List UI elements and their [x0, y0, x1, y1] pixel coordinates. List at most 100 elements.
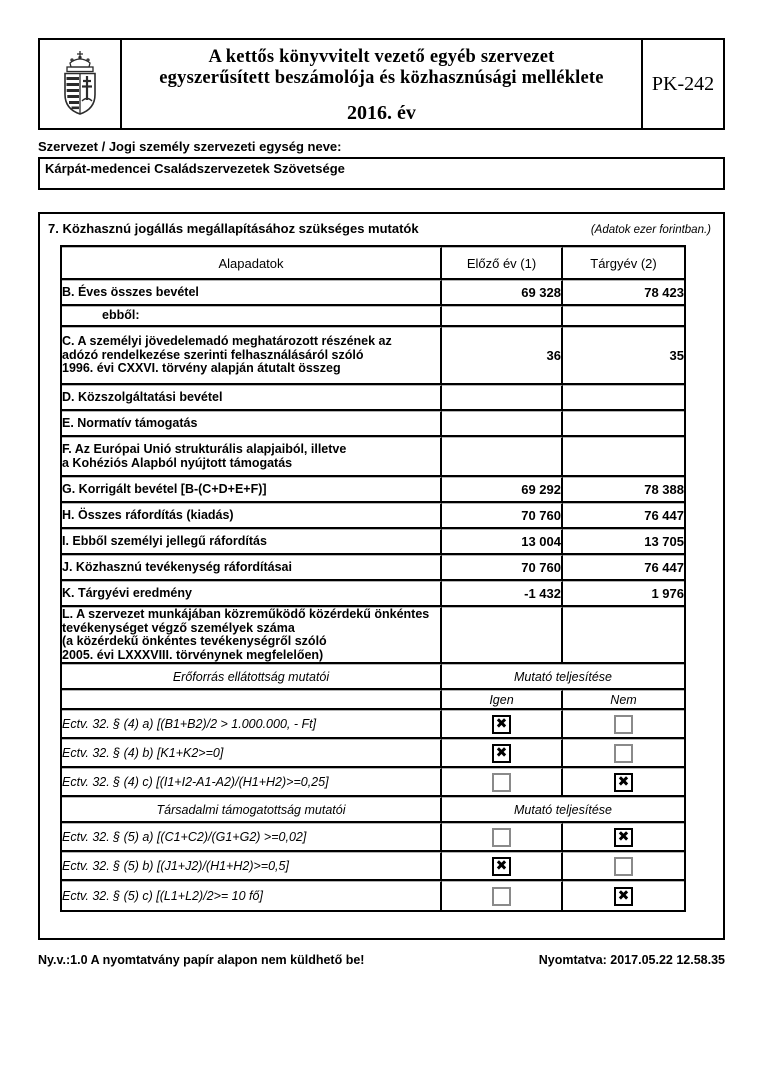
yes-checkbox-cell: [442, 768, 563, 797]
row-label-cell: H. Összes ráfordítás (kiadás): [62, 503, 442, 529]
no-checkbox-cell: [563, 739, 684, 768]
section-7-title: 7. Közhasznú jogállás megállapításához s…: [48, 221, 419, 236]
section-7-unit-note: (Adatok ezer forintban.): [590, 224, 711, 236]
no-header-cell: Nem: [563, 690, 684, 710]
no-checkbox-cell: ✖: [563, 768, 684, 797]
section-7: 7. Közhasznú jogállás megállapításához s…: [38, 212, 725, 940]
prev-year-value-cell: 36: [442, 327, 563, 385]
indicator-row: Ectv. 32. § (5) c) [(L1+L2)/2>= 10 fő] ✖: [62, 881, 684, 910]
table-row: B. Éves összes bevétel 69 328 78 423: [62, 280, 684, 306]
prev-year-value-cell: [442, 411, 563, 437]
checkbox-checked-icon[interactable]: ✖: [614, 827, 633, 847]
hungary-coat-of-arms-icon: [64, 51, 96, 115]
checkbox-checked-icon[interactable]: ✖: [492, 856, 511, 876]
table-row: ebből:: [62, 306, 684, 327]
row-label-cell: D. Közszolgáltatási bevétel: [62, 385, 442, 411]
indicator-label-cell: Ectv. 32. § (5) c) [(L1+L2)/2>= 10 fő]: [62, 881, 442, 910]
table-row: F. Az Európai Unió strukturális alapjaib…: [62, 437, 684, 477]
indicator-label-cell: Ectv. 32. § (4) b) [K1+K2>=0]: [62, 739, 442, 768]
checkbox-unchecked-icon[interactable]: [492, 772, 511, 792]
indicators-table: Alapadatok Előző év (1) Tárgyév (2) B. É…: [60, 245, 686, 912]
row-label-cell: E. Normatív támogatás: [62, 411, 442, 437]
no-checkbox-cell: [563, 852, 684, 881]
indicator-row: Ectv. 32. § (5) a) [(C1+C2)/(G1+G2) >=0,…: [62, 823, 684, 852]
prev-year-value-cell: [442, 437, 563, 477]
current-year-value-cell: [563, 607, 684, 664]
section-7-head: 7. Közhasznú jogállás megállapításához s…: [40, 214, 723, 236]
checkbox-checked-icon[interactable]: ✖: [614, 886, 633, 906]
table-row: D. Közszolgáltatási bevétel: [62, 385, 684, 411]
checkbox-unchecked-icon[interactable]: [614, 743, 633, 763]
checkbox-unchecked-icon[interactable]: [614, 714, 633, 734]
org-name-label: Szervezet / Jogi személy szervezeti egys…: [38, 139, 342, 154]
prev-year-value-cell: 69 292: [442, 477, 563, 503]
row-label-cell: ebből:: [62, 306, 442, 327]
no-checkbox-cell: ✖: [563, 881, 684, 910]
row-label-cell: B. Éves összes bevétel: [62, 280, 442, 306]
column-header-current-year: Tárgyév (2): [563, 247, 684, 280]
checkbox-unchecked-icon[interactable]: [492, 886, 511, 906]
indicator-row: Ectv. 32. § (5) b) [(J1+J2)/(H1+H2)>=0,5…: [62, 852, 684, 881]
checkbox-unchecked-icon[interactable]: [492, 827, 511, 847]
prev-year-value-cell: 70 760: [442, 503, 563, 529]
indicator-label-cell: Ectv. 32. § (5) b) [(J1+J2)/(H1+H2)>=0,5…: [62, 852, 442, 881]
column-header-prev-year: Előző év (1): [442, 247, 563, 280]
indicator-row: Ectv. 32. § (4) b) [K1+K2>=0] ✖: [62, 739, 684, 768]
current-year-value-cell: [563, 411, 684, 437]
table-row: L. A szervezet munkájában közreműködő kö…: [62, 607, 684, 664]
yes-header-cell: Igen: [442, 690, 563, 710]
indicator-row: Ectv. 32. § (4) a) [(B1+B2)/2 > 1.000.00…: [62, 710, 684, 739]
table-row: I. Ebből személyi jellegű ráfordítás 13 0…: [62, 529, 684, 555]
form-year: 2016. év: [347, 102, 416, 124]
current-year-value-cell: [563, 437, 684, 477]
pk242-form-page: A kettős könyvvitelt vezető egyéb szerve…: [38, 38, 725, 967]
column-header-alapadatok: Alapadatok: [62, 247, 442, 280]
no-checkbox-cell: ✖: [563, 823, 684, 852]
prev-year-value-cell: [442, 607, 563, 664]
indicator-row: Ectv. 32. § (4) c) [(I1+I2-A1-A2)/(H1+H2…: [62, 768, 684, 797]
indicator-result-header-cell: Mutató teljesítése: [442, 797, 684, 823]
yes-checkbox-cell: [442, 823, 563, 852]
table-row: J. Közhasznú tevékenység ráfordításai 70 …: [62, 555, 684, 581]
prev-year-value-cell: -1 432: [442, 581, 563, 607]
checkbox-checked-icon[interactable]: ✖: [614, 772, 633, 792]
row-label-cell: I. Ebből személyi jellegű ráfordítás: [62, 529, 442, 555]
yes-checkbox-cell: ✖: [442, 710, 563, 739]
yes-checkbox-cell: ✖: [442, 739, 563, 768]
checkbox-checked-icon[interactable]: ✖: [492, 714, 511, 734]
table-row: C. A személyi jövedelemadó meghatározott…: [62, 327, 684, 385]
indicator-group-header-row: Társadalmi támogatottság mutatói Mutató t…: [62, 797, 684, 823]
prev-year-value-cell: 70 760: [442, 555, 563, 581]
table-row: E. Normatív támogatás: [62, 411, 684, 437]
current-year-value-cell: 35: [563, 327, 684, 385]
prev-year-value-cell: [442, 306, 563, 327]
current-year-value-cell: 76 447: [563, 503, 684, 529]
current-year-value-cell: 13 705: [563, 529, 684, 555]
no-checkbox-cell: [563, 710, 684, 739]
yes-no-header-row: Igen Nem: [62, 690, 684, 710]
org-name-value: Kárpát-medencei Családszervezetek Szövet…: [45, 161, 345, 176]
row-label-cell: J. Közhasznú tevékenység ráfordításai: [62, 555, 442, 581]
indicator-group-header-row: Erőforrás ellátottság mutatói Mutató telj…: [62, 664, 684, 690]
org-name-field[interactable]: Kárpát-medencei Családszervezetek Szövet…: [38, 157, 725, 190]
row-label-cell: K. Tárgyévi eredmény: [62, 581, 442, 607]
indicator-group-title-cell: Erőforrás ellátottság mutatói: [62, 664, 442, 690]
row-label-cell: F. Az Európai Unió strukturális alapjaib…: [62, 437, 442, 477]
footer-printed-timestamp: Nyomtatva: 2017.05.22 12.58.35: [538, 953, 725, 967]
empty-cell: [62, 690, 442, 710]
table-header-row: Alapadatok Előző év (1) Tárgyév (2): [62, 247, 684, 280]
table-row: G. Korrigált bevétel [B-(C+D+E+F)] 69 292…: [62, 477, 684, 503]
table-row: H. Összes ráfordítás (kiadás) 70 760 76 44…: [62, 503, 684, 529]
table-row: K. Tárgyévi eredmény -1 432 1 976: [62, 581, 684, 607]
page-footer: Ny.v.:1.0 A nyomtatvány papír alapon nem…: [38, 953, 725, 967]
current-year-value-cell: 1 976: [563, 581, 684, 607]
indicator-label-cell: Ectv. 32. § (4) c) [(I1+I2-A1-A2)/(H1+H2…: [62, 768, 442, 797]
current-year-value-cell: [563, 385, 684, 411]
current-year-value-cell: 76 447: [563, 555, 684, 581]
checkbox-checked-icon[interactable]: ✖: [492, 743, 511, 763]
checkbox-unchecked-icon[interactable]: [614, 856, 633, 876]
row-label-cell: L. A szervezet munkájában közreműködő kö…: [62, 607, 442, 664]
form-code-badge: PK-242: [651, 72, 715, 95]
row-label-cell: G. Korrigált bevétel [B-(C+D+E+F)]: [62, 477, 442, 503]
form-title-line2: egyszerűsített beszámolója és közhasznús…: [159, 68, 604, 88]
